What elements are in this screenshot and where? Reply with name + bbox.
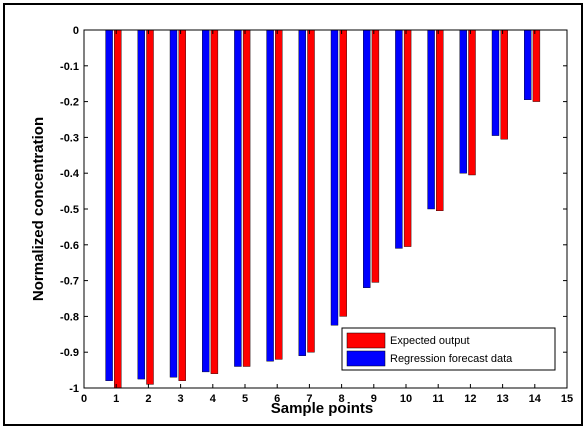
- bar-expected-14: [532, 29, 541, 102]
- bar-expected-4: [210, 29, 219, 374]
- y-tick-label--0.2: -0.2: [60, 97, 79, 109]
- y-tick-label--0.7: -0.7: [60, 276, 79, 288]
- x-tick-label-5: 5: [242, 393, 248, 405]
- bar-regression-5: [234, 29, 242, 367]
- bar-regression-6: [266, 29, 274, 362]
- figure-frame: 0 1 2 3 4 5 6 7 8 9 10 11 12 13 14 15 0 -0.1 -0.2 -0.3 -0.4-…: [3, 3, 583, 426]
- bar-regression-13: [491, 29, 500, 136]
- bar-regression-7: [298, 29, 306, 356]
- y-axis-title: Normalized concentration: [30, 117, 47, 301]
- x-tick-label-9: 9: [371, 393, 377, 405]
- bar-regression-14: [524, 29, 532, 101]
- legend-label-regression: Regression forecast data: [390, 353, 513, 365]
- bar-regression-1: [105, 29, 113, 381]
- x-tick-label-12: 12: [464, 393, 476, 405]
- y-tick-label--0.8: -0.8: [60, 311, 79, 323]
- y-tick-label--0.9: -0.9: [60, 347, 79, 359]
- x-tick-label-8: 8: [339, 393, 345, 405]
- bar-regression-8: [330, 29, 339, 326]
- x-tick-label-6: 6: [274, 393, 280, 405]
- x-tick-label-13: 13: [496, 393, 508, 405]
- x-tick-label-1: 1: [113, 393, 119, 405]
- x-axis-title: Sample points: [271, 400, 374, 417]
- y-tick-label--0.1: -0.1: [60, 61, 79, 73]
- bar-expected-5: [242, 29, 251, 367]
- legend-swatch-expected: [346, 332, 386, 349]
- bar-regression-9: [363, 29, 371, 288]
- legend-swatch-regression: [346, 350, 386, 367]
- x-tick-label-15: 15: [561, 393, 573, 405]
- bar-regression-11: [427, 29, 435, 210]
- legend-label-expected: Expected output: [390, 335, 470, 347]
- x-tick-label-3: 3: [178, 393, 184, 405]
- x-tick-label-0: 0: [81, 393, 87, 405]
- bar-expected-10: [403, 29, 412, 247]
- bar-regression-12: [459, 29, 467, 174]
- bar-expected-9: [371, 29, 380, 283]
- y-tick-label--1: -1: [69, 383, 79, 395]
- ticks-group: 0 1 2 3 4 5 6 7 8 9 10 11 12 13 14 150-0.1-0.2-0.3-0.4-…: [60, 25, 573, 405]
- bar-regression-2: [137, 29, 146, 380]
- bar-expected-2: [146, 29, 154, 385]
- y-tick-label--0.4: -0.4: [60, 168, 80, 180]
- y-tick-label-0: 0: [73, 25, 79, 37]
- x-tick-label-4: 4: [210, 393, 217, 405]
- y-tick-label--0.5: -0.5: [60, 204, 79, 216]
- bar-expected-1: [114, 29, 122, 389]
- bar-expected-3: [178, 29, 186, 381]
- y-tick-label--0.6: -0.6: [60, 240, 79, 252]
- legend: Expected output Regression forecast data: [341, 327, 556, 371]
- x-tick-label-2: 2: [145, 393, 151, 405]
- plot-border: [83, 29, 568, 389]
- x-tick-label-11: 11: [432, 393, 444, 405]
- y-tick-label--0.3: -0.3: [60, 132, 79, 144]
- bar-expected-13: [500, 29, 508, 140]
- bar-regression-3: [169, 29, 178, 378]
- x-tick-label-7: 7: [306, 393, 312, 405]
- bar-chart: 0 1 2 3 4 5 6 7 8 9 10 11 12 13 14 150-0.1-0.2-0.3-0.4-…: [30, 25, 573, 417]
- bar-regression-4: [201, 29, 210, 373]
- bar-expected-11: [436, 29, 444, 212]
- bar-expected-12: [468, 29, 476, 176]
- bar-regression-10: [395, 29, 403, 249]
- x-tick-label-14: 14: [529, 393, 542, 405]
- bar-expected-8: [339, 29, 347, 317]
- bar-expected-7: [307, 29, 315, 353]
- x-tick-label-10: 10: [400, 393, 412, 405]
- bar-expected-6: [275, 29, 283, 360]
